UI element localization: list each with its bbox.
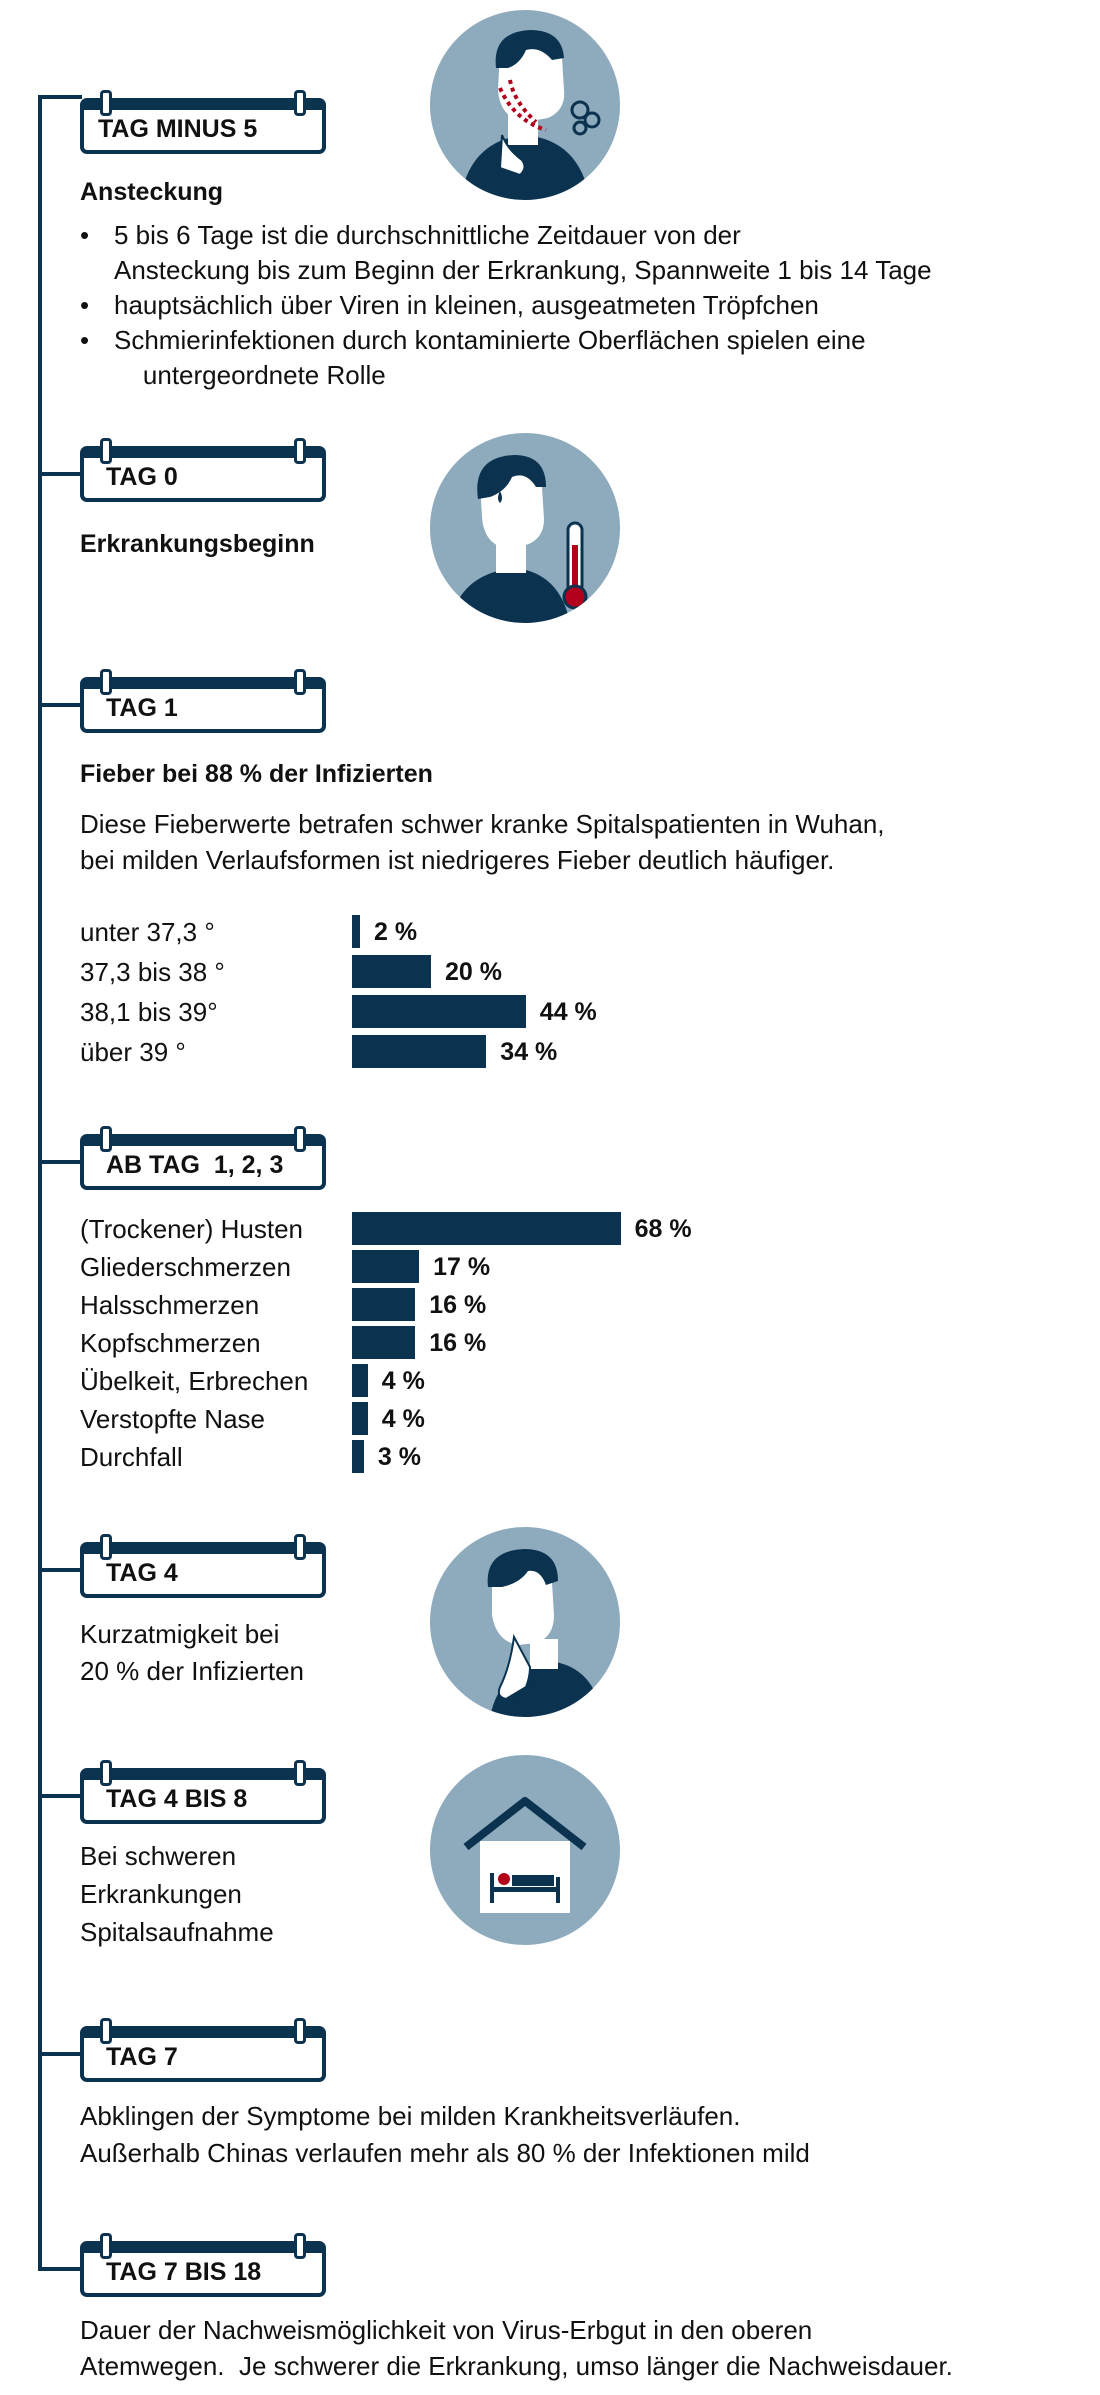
bullet-text: hauptsächlich über Viren in kleinen, aus… xyxy=(114,290,819,320)
bar xyxy=(352,955,431,988)
day-badge-4: TAG 4 xyxy=(80,1534,326,1598)
badge-label: TAG 7 xyxy=(106,2043,178,2071)
bar-value-label: 34 % xyxy=(500,1038,558,1066)
bar-value-label: 44 % xyxy=(539,998,597,1026)
bar-category-label: Halsschmerzen xyxy=(80,1290,260,1320)
bar xyxy=(352,1326,416,1359)
body-text: Erkrankungen xyxy=(80,1879,242,1909)
bar-category-label: Übelkeit, Erbrechen xyxy=(80,1366,309,1396)
day-badge-1-2-3: AB TAG 1, 2, 3 xyxy=(80,1126,326,1190)
timeline-line xyxy=(38,95,42,2270)
bar-category-label: 37,3 bis 38 ° xyxy=(80,957,225,987)
bar-category-label: über 39 ° xyxy=(80,1037,186,1067)
bar xyxy=(352,915,360,948)
body-text: 20 % der Infizierten xyxy=(80,1656,305,1686)
hospital-bed-house-icon xyxy=(430,1755,620,1945)
bullet-text: Ansteckung bis zum Beginn der Erkrankung… xyxy=(114,255,932,285)
timeline-connector xyxy=(38,2267,82,2271)
bar xyxy=(352,1440,364,1473)
bar-value-label: 68 % xyxy=(634,1215,692,1243)
timeline-connector xyxy=(38,1160,82,1164)
section-title: Erkrankungsbeginn xyxy=(80,530,315,558)
timeline-connector xyxy=(38,1568,82,1572)
bar-category-label: unter 37,3 ° xyxy=(80,917,215,947)
body-text: bei milden Verlaufsformen ist niedrigere… xyxy=(80,845,835,875)
timeline-connector xyxy=(38,2052,82,2056)
timeline-connector xyxy=(38,472,82,476)
badge-label: TAG 1 xyxy=(106,694,178,722)
bar xyxy=(352,1035,487,1068)
body-text: Dauer der Nachweismöglichkeit von Virus-… xyxy=(80,2315,813,2345)
bar xyxy=(352,1212,621,1245)
body-text: Außerhalb Chinas verlaufen mehr als 80 %… xyxy=(80,2138,810,2168)
bar xyxy=(352,1288,416,1321)
badge-label: TAG 7 BIS 18 xyxy=(106,2258,262,2286)
body-text: Diese Fieberwerte betrafen schwer kranke… xyxy=(80,809,885,839)
section-title: Ansteckung xyxy=(80,178,224,206)
bar-category-label: 38,1 bis 39° xyxy=(80,997,218,1027)
day-badge-7: TAG 7 xyxy=(80,2018,326,2082)
day-badge-1: TAG 1 xyxy=(80,669,326,733)
body-text: Bei schweren xyxy=(80,1841,237,1871)
fever-person-thermometer-icon xyxy=(430,433,620,623)
bar-value-label: 17 % xyxy=(433,1253,491,1281)
bar-category-label: Verstopfte Nase xyxy=(80,1404,265,1434)
day-badge-7-to-18: TAG 7 BIS 18 xyxy=(80,2233,326,2297)
day-badge-4-to-8: TAG 4 BIS 8 xyxy=(80,1760,326,1824)
bar-value-label: 4 % xyxy=(381,1405,425,1433)
bar-value-label: 2 % xyxy=(374,918,418,946)
body-text: Spitalsaufnahme xyxy=(80,1917,274,1947)
timeline-connector xyxy=(38,703,82,707)
bar xyxy=(352,1364,368,1397)
bar xyxy=(352,1402,368,1435)
timeline-connector xyxy=(38,1794,82,1798)
body-text: Abklingen der Symptome bei milden Krankh… xyxy=(80,2101,741,2131)
bullet-text: untergeordnete Rolle xyxy=(114,360,386,390)
badge-label: AB TAG 1, 2, 3 xyxy=(106,1151,284,1179)
bar-value-label: 20 % xyxy=(445,958,502,986)
bar-value-label: 3 % xyxy=(377,1443,421,1471)
badge-label: TAG 0 xyxy=(106,463,178,491)
body-text: Atemwegen. Je schwerer die Erkrankung, u… xyxy=(80,2351,953,2381)
bullet-text: Schmierinfektionen durch kontaminierte O… xyxy=(114,325,866,355)
bar-category-label: Gliederschmerzen xyxy=(80,1252,291,1282)
coughing-person-icon xyxy=(430,10,620,200)
badge-label: TAG 4 BIS 8 xyxy=(106,1785,248,1813)
day-badge-minus-5: TAG MINUS 5 xyxy=(80,90,326,154)
bar-value-label: 16 % xyxy=(429,1291,487,1319)
bar-category-label: (Trockener) Husten xyxy=(80,1214,303,1244)
bar xyxy=(352,995,526,1028)
badge-label: TAG 4 xyxy=(106,1559,178,1587)
day-badge-0: TAG 0 xyxy=(80,438,326,502)
bar-value-label: 4 % xyxy=(381,1367,425,1395)
bar-value-label: 16 % xyxy=(429,1329,487,1357)
bar-category-label: Durchfall xyxy=(80,1442,183,1472)
timeline-connector xyxy=(38,95,82,99)
shortness-of-breath-person-icon xyxy=(430,1527,620,1717)
section-title: Fieber bei 88 % der Infizierten xyxy=(80,760,433,788)
bullet-text: 5 bis 6 Tage ist die durchschnittliche Z… xyxy=(114,220,741,250)
badge-label: TAG MINUS 5 xyxy=(98,115,258,143)
body-text: Kurzatmigkeit bei xyxy=(80,1619,280,1649)
bar-category-label: Kopfschmerzen xyxy=(80,1328,261,1358)
bar xyxy=(352,1250,420,1283)
